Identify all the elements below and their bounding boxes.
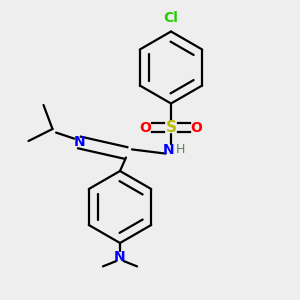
Text: N: N [114, 250, 126, 264]
Text: N: N [74, 136, 85, 149]
Text: H: H [175, 143, 185, 156]
Text: O: O [140, 121, 152, 134]
Text: O: O [190, 121, 202, 134]
Text: S: S [166, 120, 176, 135]
Text: N: N [163, 143, 174, 157]
Text: Cl: Cl [164, 11, 178, 25]
